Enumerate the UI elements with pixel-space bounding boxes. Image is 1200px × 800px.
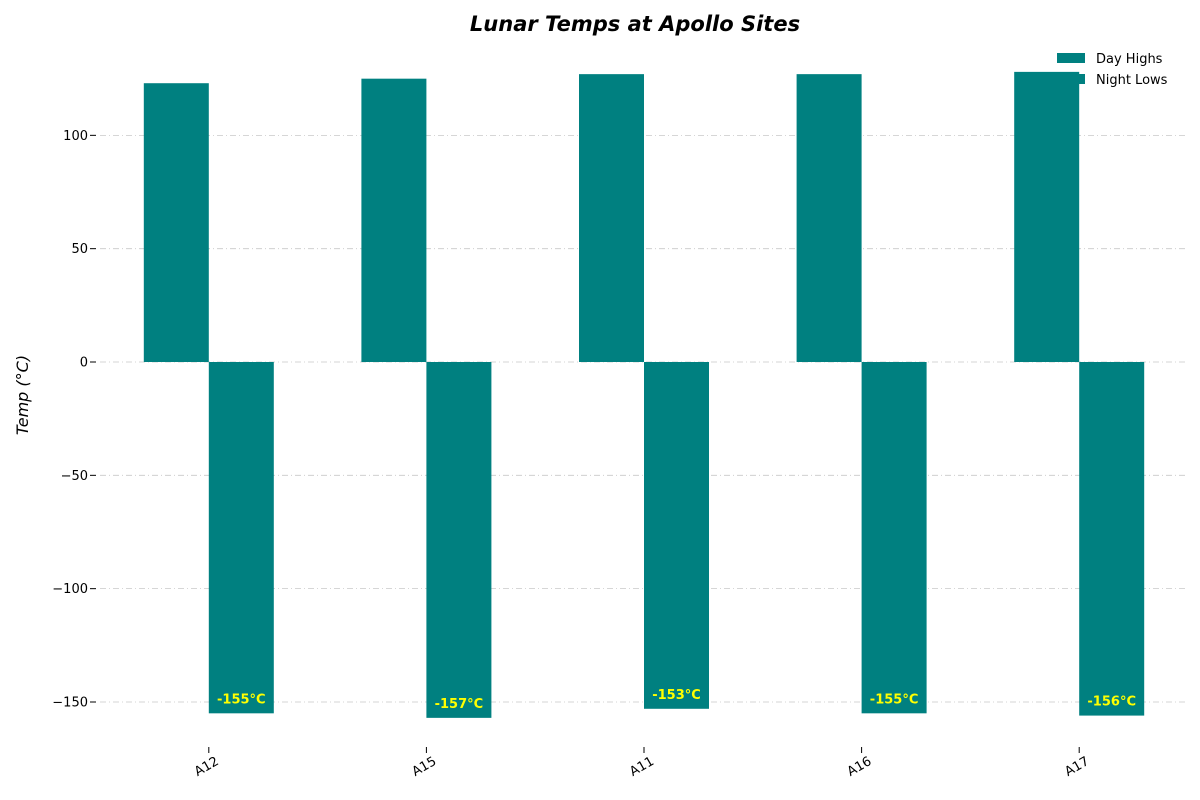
chart-title: Lunar Temps at Apollo Sites xyxy=(470,12,800,36)
data-label: -155°C xyxy=(870,692,919,707)
bar-day-high-a17 xyxy=(1014,71,1080,363)
data-label: -157°C xyxy=(435,697,484,712)
x-tick-label: A12 xyxy=(192,754,222,780)
bars xyxy=(143,71,1145,718)
bar-day-high-a16 xyxy=(796,74,862,363)
x-tick-label: A16 xyxy=(845,754,875,780)
legend: Day Highs Night Lows xyxy=(1057,52,1168,88)
bar-night-low-a17 xyxy=(1079,362,1145,716)
y-tick-label: 50 xyxy=(71,242,88,257)
y-tick-label: −100 xyxy=(52,582,88,597)
legend-label-day-highs: Day Highs xyxy=(1096,52,1163,67)
y-tick-label: 0 xyxy=(80,356,88,371)
x-tick-label: A15 xyxy=(410,754,440,780)
y-tick-label: 100 xyxy=(63,129,88,144)
y-tick-label: −150 xyxy=(52,695,88,710)
bar-night-low-a11 xyxy=(644,362,709,709)
y-tick-label: −50 xyxy=(61,469,88,484)
data-label: -156°C xyxy=(1087,695,1136,710)
legend-swatch-day-highs xyxy=(1057,53,1085,63)
x-tick-label: A17 xyxy=(1062,754,1092,780)
data-label: -155°C xyxy=(217,692,266,707)
data-label: -153°C xyxy=(652,688,701,703)
legend-label-night-lows: Night Lows xyxy=(1096,73,1168,88)
bar-day-high-a12 xyxy=(143,83,209,363)
grid xyxy=(100,134,1188,703)
data-labels: -155°C -157°C -153°C -155°C -156°C xyxy=(217,688,1136,712)
y-axis-label: Temp (°C) xyxy=(13,355,32,435)
bar-day-high-a15 xyxy=(361,78,427,363)
bar-night-low-a15 xyxy=(426,362,492,718)
legend-swatch-night-lows xyxy=(1057,74,1085,84)
bar-night-low-a16 xyxy=(861,362,927,714)
y-axis-ticks: −150 −100 −50 0 50 100 xyxy=(52,129,96,710)
bar-night-low-a12 xyxy=(208,362,274,714)
x-tick-label: A11 xyxy=(627,754,657,780)
bar-day-high-a11 xyxy=(579,74,644,363)
x-axis-ticks: A12 A15 A11 A16 A17 xyxy=(192,747,1092,780)
